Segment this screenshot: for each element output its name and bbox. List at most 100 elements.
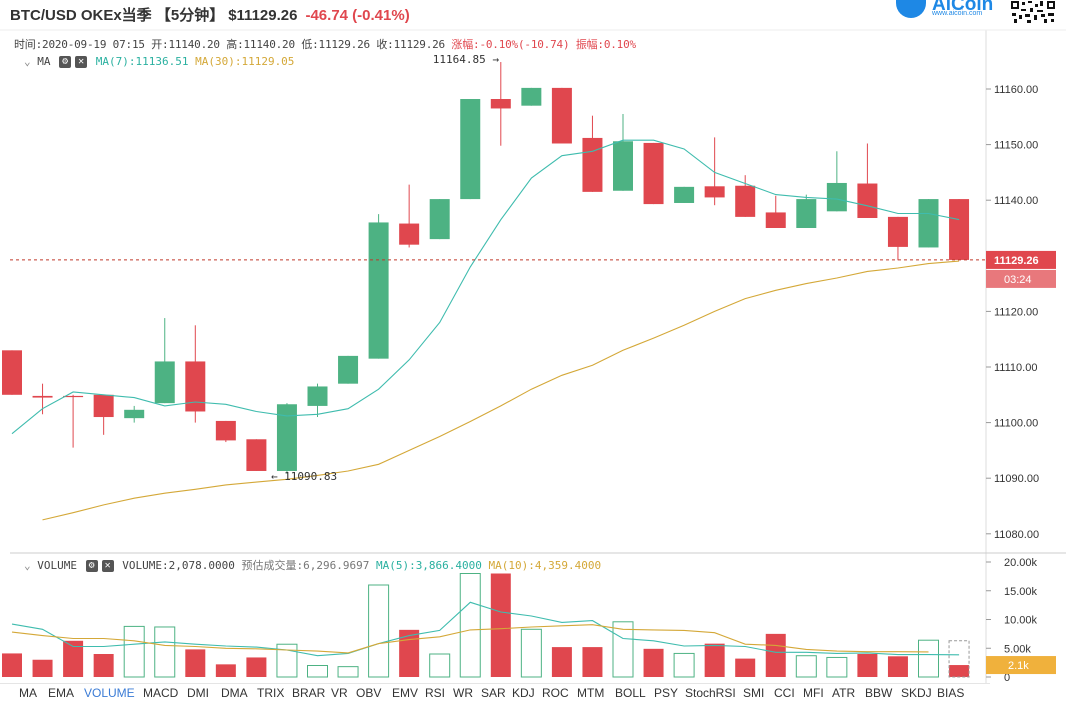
volume-bar: [490, 573, 511, 677]
ohlc-info-bar: 时间:2020-09-19 07:15 开:11140.20 高:11140.2…: [14, 36, 636, 52]
tab-mtm[interactable]: MTM: [577, 686, 605, 700]
estimated-volume: 预估成交量:6,296.9697: [241, 559, 370, 572]
tab-roc[interactable]: ROC: [542, 686, 569, 700]
price-tick-label: 11150.00: [994, 140, 1038, 152]
candle-body: [826, 182, 847, 212]
countdown-label: 03:24: [1004, 274, 1032, 286]
volume-bar: [918, 639, 939, 678]
logo-url: www.aicoin.com: [932, 10, 983, 17]
price-tick-label: 11120.00: [994, 306, 1038, 318]
tab-boll[interactable]: BOLL: [615, 686, 646, 700]
tab-dmi[interactable]: DMI: [187, 686, 209, 700]
volume-bar: [795, 655, 817, 678]
price-tick-label: 11110.00: [994, 362, 1037, 374]
main-close-icon[interactable]: ✕: [75, 56, 88, 68]
volume-bar: [673, 652, 695, 678]
candle-body: [32, 395, 53, 398]
volume-bar: [399, 629, 420, 677]
volume-close-icon[interactable]: ✕: [101, 560, 114, 572]
price-tick-label: 11140.00: [994, 195, 1038, 207]
qr-code-icon: [1010, 0, 1056, 24]
tab-vr[interactable]: VR: [331, 686, 348, 700]
ma30-value: MA(30):11129.05: [195, 55, 295, 68]
candle-body: [613, 141, 633, 191]
info-close: 收:11129.26: [376, 38, 445, 51]
last-price-tag: [986, 250, 1056, 269]
candle-body: [887, 216, 908, 247]
info-change: 涨幅:-0.10%(-10.74): [451, 38, 570, 51]
candle-body: [643, 142, 664, 205]
volume-bar: [765, 633, 786, 677]
tab-cci[interactable]: CCI: [774, 686, 795, 700]
tab-ema[interactable]: EMA: [48, 686, 75, 700]
candle-body: [918, 199, 939, 248]
info-time: 时间:2020-09-19 07:15: [14, 38, 145, 51]
countdown-tag: [986, 269, 1056, 288]
logo-text: AiCoin: [932, 0, 994, 15]
last-volume-label: 2.1k: [1008, 660, 1029, 672]
candle-body: [735, 185, 756, 217]
volume-bar: [276, 643, 298, 678]
tab-atr[interactable]: ATR: [832, 686, 856, 700]
candle-body: [276, 404, 297, 471]
ma30-line: [42, 260, 960, 521]
volume-bar: [215, 664, 236, 677]
last-price-label: 11129.26: [994, 255, 1039, 267]
volume-settings-gear-icon[interactable]: ⚙: [85, 560, 98, 572]
tab-psy[interactable]: PSY: [654, 686, 679, 700]
tab-kdj[interactable]: KDJ: [512, 686, 535, 700]
price-tick-label: 11080.00: [994, 529, 1039, 541]
tab-bias[interactable]: BIAS: [937, 686, 965, 700]
vol-ma10-line: [11, 624, 929, 654]
tab-rsi[interactable]: RSI: [425, 686, 446, 700]
tab-volume[interactable]: VOLUME: [84, 686, 135, 700]
candle-body: [307, 386, 328, 406]
tab-obv[interactable]: OBV: [356, 686, 382, 700]
tab-brar[interactable]: BRAR: [292, 686, 326, 700]
symbol-name: BTC/USD OKEx当季 【5分钟】: [10, 7, 225, 24]
volume-bar: [735, 658, 756, 677]
tab-smi[interactable]: SMI: [743, 686, 765, 700]
tab-bbw[interactable]: BBW: [865, 686, 893, 700]
info-open: 开:11140.20: [151, 38, 220, 51]
main-indicator-row: ⌄ MA ⚙ ✕ MA(7):11136.51 MA(30):11129.05: [24, 55, 294, 68]
tab-emv[interactable]: EMV: [392, 686, 419, 700]
volume-bar: [551, 647, 572, 677]
volume-bar: [459, 573, 481, 678]
candle-body: [796, 199, 817, 228]
candle-body: [521, 87, 542, 106]
ma7-line: [11, 139, 960, 435]
vol-ma5-line: [11, 601, 960, 657]
aicoin-logo: AiCoin www.aicoin.com: [896, 0, 996, 22]
volume-bar: [826, 656, 848, 678]
candle-body: [765, 212, 786, 228]
candle-body: [124, 409, 145, 419]
tab-macd[interactable]: MACD: [143, 686, 179, 700]
tab-mfi[interactable]: MFI: [803, 686, 824, 700]
volume-tick-label: 20.00k: [1004, 557, 1038, 569]
volume-bar: [246, 657, 267, 677]
indicator-tabs: MA EMA VOLUME MACD DMI DMA TRIX BRAR VR OBV EMV RSI…: [0, 683, 990, 705]
volume-bar: [643, 648, 664, 677]
vol-ma5-value: MA(5):3,866.4000: [375, 559, 482, 572]
vol-ma10-value: MA(10):4,359.4000: [488, 559, 602, 572]
collapse-chevron-icon[interactable]: ⌄: [24, 55, 31, 68]
candle-body: [154, 361, 175, 404]
tab-sar[interactable]: SAR: [481, 686, 506, 700]
volume-bar: [368, 584, 390, 678]
volume-bar: [93, 654, 114, 677]
tab-skdj[interactable]: SKDJ: [901, 686, 932, 700]
main-settings-gear-icon[interactable]: ⚙: [59, 56, 72, 68]
tab-trix[interactable]: TRIX: [257, 686, 285, 700]
tab-stochrsi[interactable]: StochRSI: [685, 686, 736, 700]
info-high: 高:11140.20: [226, 38, 295, 51]
tab-ma[interactable]: MA: [19, 686, 37, 700]
volume-bar: [429, 653, 451, 678]
high-price-marker: 11164.85 →: [433, 53, 500, 66]
volume-bar: [307, 665, 328, 678]
tab-wr[interactable]: WR: [453, 686, 473, 700]
volume-bar: [2, 653, 22, 677]
volume-collapse-chevron-icon[interactable]: ⌄: [24, 559, 31, 572]
tab-dma[interactable]: DMA: [221, 686, 248, 700]
